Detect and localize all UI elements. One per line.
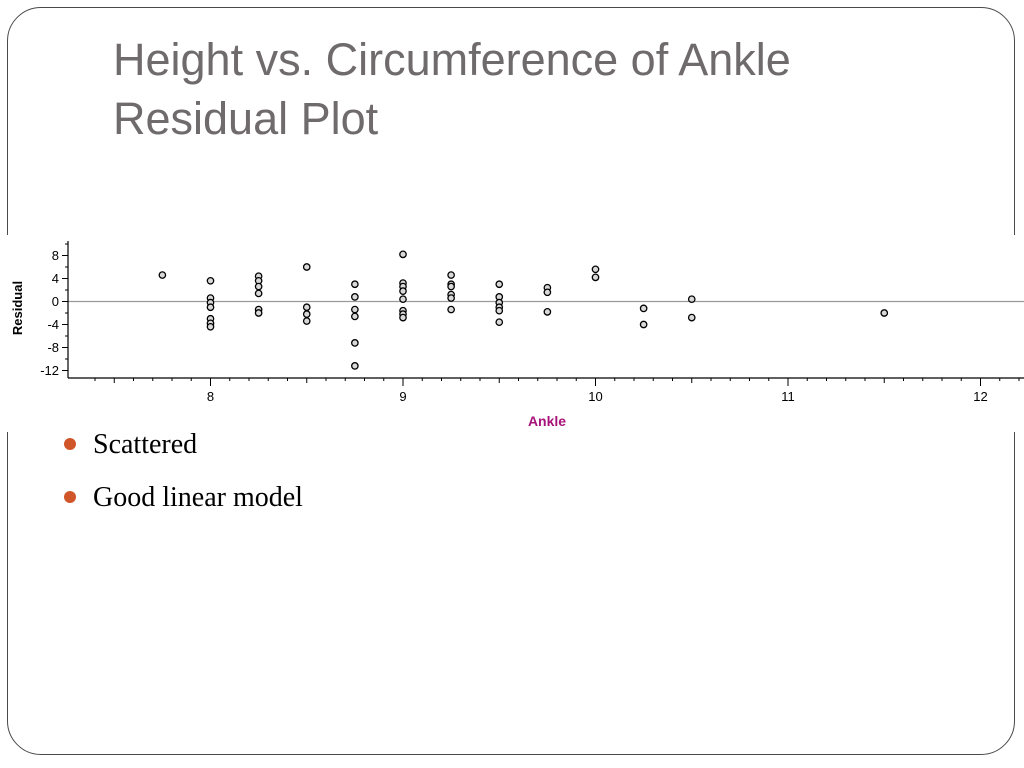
data-point <box>206 322 215 331</box>
bullet-text: Scattered <box>93 429 198 460</box>
x-tick-label: 9 <box>399 389 406 404</box>
y-tick-label: 8 <box>52 248 59 263</box>
data-point <box>495 318 504 327</box>
x-tick-label: 8 <box>207 389 214 404</box>
data-point <box>687 295 696 304</box>
data-point <box>302 263 311 271</box>
bullet-dot-icon <box>64 491 76 503</box>
data-point <box>687 313 696 322</box>
data-point <box>447 271 455 279</box>
y-tick-label: -12 <box>40 363 59 378</box>
y-tick-label: 0 <box>52 294 59 309</box>
y-tick-label: 4 <box>52 271 59 286</box>
data-point <box>254 289 263 298</box>
bullet-dot-icon <box>64 438 76 450</box>
data-point <box>351 280 359 289</box>
data-point <box>206 303 215 312</box>
data-point <box>447 282 455 291</box>
data-point <box>543 288 552 297</box>
data-point <box>351 293 359 301</box>
data-point <box>591 265 600 274</box>
data-point <box>639 304 648 313</box>
slide-title-line-2: Residual Plot <box>113 93 379 144</box>
data-point <box>158 271 167 279</box>
data-point <box>254 282 263 291</box>
data-point <box>495 306 504 315</box>
y-tick-label: -8 <box>47 340 59 355</box>
data-point <box>302 310 311 319</box>
data-point <box>302 303 311 312</box>
x-tick-label: 11 <box>781 389 795 404</box>
slide-title-line-1: Height vs. Circumference of Ankle <box>113 34 791 85</box>
y-axis-label: Residual <box>10 281 25 335</box>
data-point <box>447 305 455 314</box>
data-point <box>206 276 215 285</box>
data-point <box>351 339 359 347</box>
data-point <box>399 250 407 259</box>
data-point <box>351 305 359 314</box>
data-point <box>447 294 455 302</box>
bullet-list: Scattered Good linear model <box>62 423 303 529</box>
residual-plot: 8 4 0 -4 -8 -12 8 9 10 11 12 Residual Ankle <box>10 241 1024 429</box>
x-tick-label: 12 <box>973 389 987 404</box>
x-axis-label: Ankle <box>528 413 566 429</box>
data-point <box>880 309 889 317</box>
data-point <box>351 312 359 321</box>
bullet-item: Scattered <box>62 423 303 476</box>
bullet-text: Good linear model <box>93 482 303 513</box>
residual-plot-panel: 8 4 0 -4 -8 -12 8 9 10 11 12 Residual Ankle <box>0 235 1024 432</box>
bullet-item: Good linear model <box>62 476 303 529</box>
data-point <box>543 308 552 316</box>
data-point <box>639 320 648 329</box>
y-tick-label: -4 <box>47 317 59 332</box>
data-point <box>302 317 311 325</box>
data-point <box>399 287 407 296</box>
slide-title: Height vs. Circumference of Ankle Residu… <box>113 30 973 148</box>
data-point <box>399 295 407 304</box>
data-point <box>399 313 407 322</box>
data-point <box>495 280 504 289</box>
data-point <box>254 309 263 317</box>
data-point <box>351 362 359 370</box>
data-point <box>591 273 600 282</box>
x-tick-label: 10 <box>588 389 602 404</box>
